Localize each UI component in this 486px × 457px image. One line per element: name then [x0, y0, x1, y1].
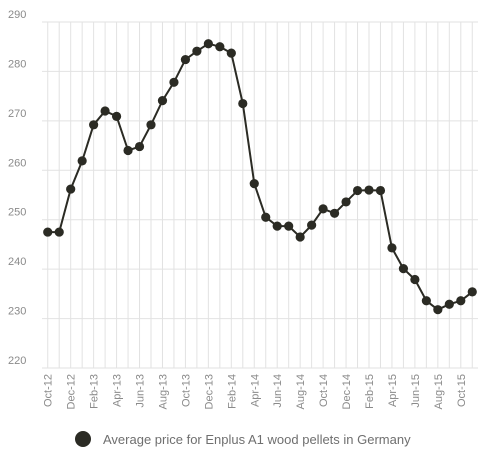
x-tick-label: Dec-13	[203, 374, 215, 409]
y-tick-label: 260	[8, 157, 26, 169]
data-point	[456, 296, 466, 306]
data-point	[295, 232, 305, 242]
data-point	[123, 145, 133, 156]
data-point	[100, 106, 110, 116]
y-tick-label: 280	[8, 58, 26, 70]
legend: Average price for Enplus A1 wood pellets…	[75, 431, 411, 447]
data-point	[398, 264, 409, 274]
data-point	[352, 185, 363, 196]
data-point	[410, 274, 420, 285]
x-tick-label: Apr-15	[387, 374, 399, 407]
x-tick-label: Feb-13	[89, 374, 101, 409]
x-tick-label: Apr-14	[249, 374, 261, 407]
data-point	[146, 120, 156, 130]
y-axis-tick-labels: 220 230 240 250 260 270 280 290	[8, 9, 26, 367]
y-tick-label: 250	[8, 207, 26, 219]
x-tick-label: Oct-12	[43, 374, 55, 407]
data-point	[215, 42, 225, 52]
data-point	[192, 46, 202, 56]
x-tick-label: Oct-14	[318, 374, 330, 407]
legend-label: Average price for Enplus A1 wood pellets…	[103, 431, 411, 447]
data-point	[272, 221, 282, 231]
data-point	[318, 204, 328, 214]
data-point	[238, 98, 248, 109]
data-point	[66, 184, 76, 194]
x-tick-label: Feb-14	[226, 374, 238, 409]
data-point	[387, 243, 397, 253]
data-point	[77, 156, 87, 166]
data-point	[307, 220, 317, 230]
x-tick-label: Oct-13	[180, 374, 192, 407]
x-tick-label: Oct-15	[456, 374, 468, 407]
y-tick-label: 220	[8, 355, 26, 367]
y-tick-label: 240	[8, 256, 26, 268]
x-tick-label: Jun-13	[135, 374, 147, 408]
legend-marker	[75, 431, 91, 447]
data-point	[284, 221, 294, 231]
data-point	[169, 77, 179, 87]
y-tick-label: 230	[8, 306, 26, 318]
x-tick-label: Feb-15	[364, 374, 376, 409]
x-tick-label: Aug-13	[157, 374, 169, 409]
x-tick-label: Dec-14	[341, 374, 353, 409]
gridlines	[42, 21, 478, 369]
data-point	[111, 111, 122, 122]
data-point	[203, 39, 213, 49]
data-point	[54, 227, 64, 237]
data-point	[134, 141, 145, 152]
data-point	[157, 95, 168, 106]
data-point	[341, 197, 351, 207]
data-point	[421, 296, 431, 306]
data-point	[261, 212, 271, 222]
data-point	[444, 299, 454, 309]
data-point	[249, 179, 259, 189]
x-tick-label: Aug-15	[433, 374, 445, 409]
data-point	[375, 185, 386, 196]
data-point	[433, 305, 443, 315]
x-tick-label: Apr-13	[112, 374, 124, 407]
series-points	[43, 39, 477, 315]
y-tick-label: 270	[8, 108, 26, 120]
x-tick-label: Aug-14	[295, 374, 307, 409]
data-point	[364, 185, 374, 195]
y-tick-label: 290	[8, 9, 26, 21]
x-axis-tick-labels: Oct-12 Dec-12 Feb-13 Apr-13 Jun-13 Aug-13 Oct-…	[43, 374, 468, 409]
data-point	[180, 54, 191, 65]
x-tick-label: Jun-14	[272, 374, 284, 408]
data-point	[89, 120, 99, 130]
data-point	[467, 287, 477, 297]
series-line	[47, 42, 473, 311]
x-tick-label: Jun-15	[410, 374, 422, 408]
data-point	[43, 227, 53, 237]
data-point	[226, 48, 236, 58]
data-point	[329, 208, 340, 218]
x-tick-label: Dec-12	[66, 374, 78, 409]
